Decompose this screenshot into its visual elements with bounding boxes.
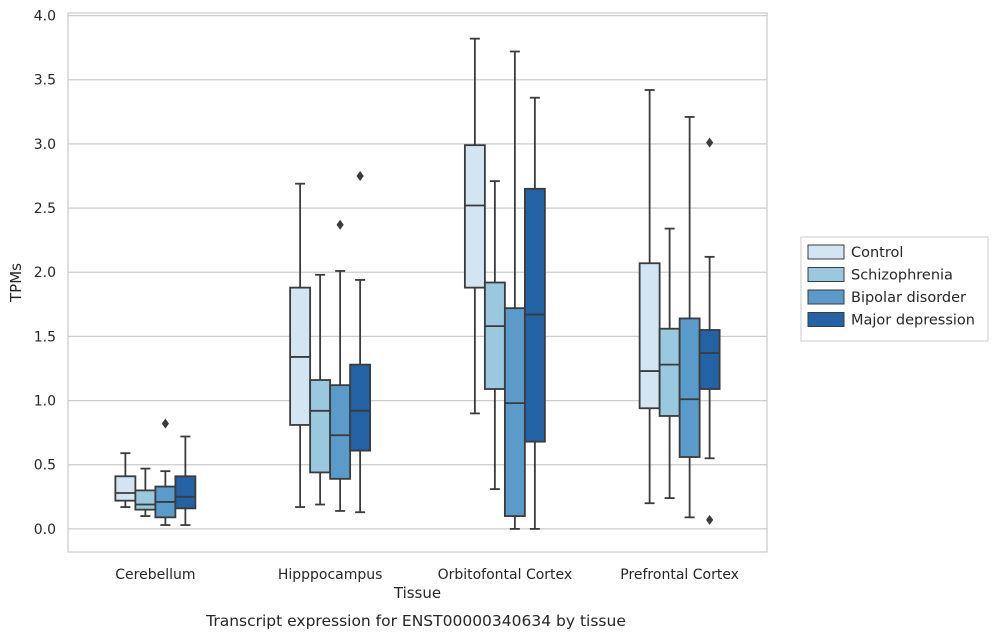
box-group [349, 170, 372, 514]
box-iqr [678, 317, 701, 458]
box-iqr [309, 379, 332, 474]
box-group [658, 227, 681, 500]
x-tick-label: Prefrontal Cortex [620, 567, 739, 583]
x-tick-label: Cerebellum [115, 567, 195, 583]
box-iqr [658, 327, 681, 417]
y-tick-label: 2.5 [34, 201, 56, 217]
plot-area-frame [67, 12, 768, 553]
y-tick-label: 0.0 [34, 522, 56, 538]
box-group [309, 273, 332, 506]
outlier-point [336, 219, 344, 230]
box-group [174, 435, 197, 526]
legend-swatch [807, 244, 845, 260]
box-group [483, 180, 506, 491]
y-tick-label: 0.5 [34, 458, 56, 474]
box-iqr [698, 329, 721, 390]
legend-swatch [807, 267, 845, 282]
boxes [114, 37, 721, 530]
y-tick-label: 3.0 [34, 137, 56, 153]
x-axis-ticks: Cerebellum Hipppocampus Orbitofontal Corte… [115, 567, 739, 583]
outlier-point [161, 418, 169, 429]
box-iqr [114, 475, 137, 502]
legend-swatch [807, 289, 845, 305]
box-iqr [503, 307, 526, 517]
legend-label: Control [851, 245, 903, 261]
outlier-point [356, 170, 364, 181]
box-group [463, 37, 486, 415]
box-group [678, 116, 701, 519]
box-group [289, 182, 312, 508]
box-group [523, 96, 546, 530]
legend: Control Schizophrenia Bipolar disorder Majo… [800, 236, 989, 342]
y-tick-label: 3.5 [34, 73, 56, 89]
gridlines [68, 14, 767, 530]
box-iqr [329, 384, 352, 480]
box-iqr [174, 475, 197, 510]
box-iqr [463, 144, 486, 289]
legend-label: Schizophrenia [851, 268, 953, 284]
box-iqr [638, 262, 661, 410]
x-axis-title: Tissue [393, 584, 441, 602]
box-group [134, 467, 157, 517]
box-group [638, 89, 661, 505]
x-tick-label: Hipppocampus [278, 567, 383, 583]
box-iqr [134, 489, 157, 511]
outlier-point [706, 514, 714, 525]
box-iqr [349, 363, 372, 452]
legend-label: Major depression [851, 313, 975, 329]
y-axis-title: TPMs [7, 263, 25, 303]
legend-swatch [807, 312, 845, 327]
box-group [329, 219, 352, 512]
box-group [154, 418, 177, 526]
y-tick-label: 4.0 [34, 9, 56, 25]
y-tick-label: 2.0 [34, 265, 56, 281]
box-iqr [483, 281, 506, 390]
box-group [698, 137, 721, 525]
box-group [503, 50, 526, 530]
chart-caption: Transcript expression for ENST0000034063… [205, 612, 626, 630]
x-tick-label: Orbitofontal Cortex [438, 567, 573, 583]
box-group [114, 452, 137, 508]
legend-label: Bipolar disorder [851, 290, 966, 306]
y-tick-label: 1.5 [34, 329, 56, 345]
y-axis-ticks: 0.0 0.5 1.0 1.5 2.0 2.5 3.0 3.5 4.0 [34, 9, 56, 538]
outlier-point [706, 137, 714, 148]
y-tick-label: 1.0 [34, 394, 56, 410]
